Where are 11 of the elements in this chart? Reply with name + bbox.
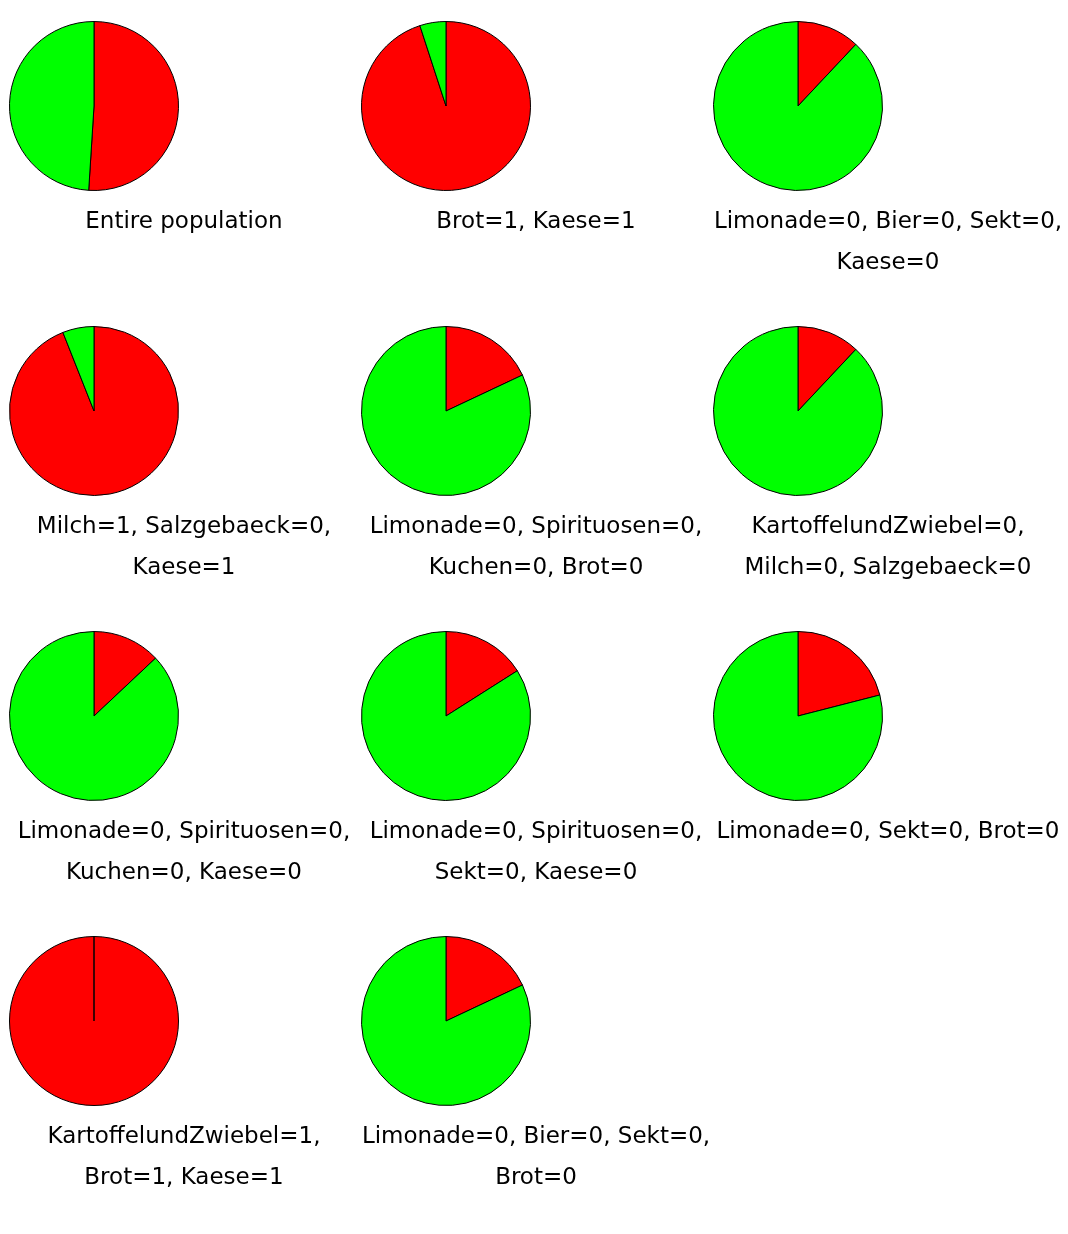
text: Limonade=0, Sekt=0, Brot=0 xyxy=(715,816,1061,845)
text: Limonade=0, Spirituosen=0, Kuchen=0, Brot=0 xyxy=(368,511,704,581)
text: Limonade=0, Bier=0, Sekt=0, Brot=0 xyxy=(360,1121,712,1191)
text: Limonade=0, Spirituosen=0, Sekt=0, Kaese=0 xyxy=(368,816,704,886)
text: Limonade=0, Bier=0, Sekt=0, Kaese=0 xyxy=(712,206,1064,276)
text: Brot=1, Kaese=1 xyxy=(435,206,637,235)
text: Limonade=0, Spirituosen=0, Kuchen=0, Kaese=0 xyxy=(16,816,352,886)
text: KartoffelundZwiebel=0, Milch=0, Salzgebaeck=0 xyxy=(743,511,1033,581)
text: Entire population xyxy=(84,206,284,235)
text: Milch=1, Salzgebaeck=0, Kaese=1 xyxy=(35,511,333,581)
text: KartoffelundZwiebel=1, Brot=1, Kaese=1 xyxy=(46,1121,322,1191)
